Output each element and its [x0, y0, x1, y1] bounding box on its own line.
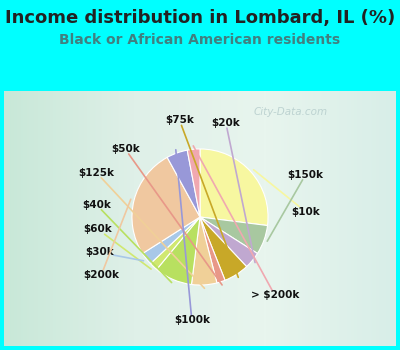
- Text: Income distribution in Lombard, IL (%): Income distribution in Lombard, IL (%): [5, 9, 395, 27]
- Wedge shape: [142, 217, 200, 264]
- Wedge shape: [200, 149, 268, 225]
- Wedge shape: [200, 217, 268, 253]
- Text: $100k: $100k: [174, 150, 210, 326]
- Wedge shape: [187, 149, 200, 217]
- Wedge shape: [200, 217, 258, 267]
- Text: $75k: $75k: [165, 116, 238, 277]
- Text: $20k: $20k: [212, 118, 255, 262]
- Wedge shape: [150, 217, 200, 270]
- Wedge shape: [167, 150, 200, 217]
- Text: $150k: $150k: [267, 170, 324, 241]
- Text: $10k: $10k: [254, 170, 320, 217]
- Text: $60k: $60k: [84, 224, 151, 269]
- Text: > $200k: > $200k: [193, 146, 299, 300]
- Text: $40k: $40k: [82, 200, 172, 282]
- Text: $50k: $50k: [111, 144, 222, 285]
- Text: Black or African American residents: Black or African American residents: [60, 33, 340, 47]
- Wedge shape: [157, 217, 200, 285]
- Text: $125k: $125k: [78, 168, 204, 288]
- Wedge shape: [132, 158, 200, 253]
- Wedge shape: [200, 217, 246, 280]
- Wedge shape: [200, 217, 225, 283]
- Text: $30k: $30k: [85, 247, 144, 261]
- Text: $200k: $200k: [83, 199, 131, 280]
- Wedge shape: [192, 217, 217, 285]
- Text: City-Data.com: City-Data.com: [254, 107, 328, 117]
